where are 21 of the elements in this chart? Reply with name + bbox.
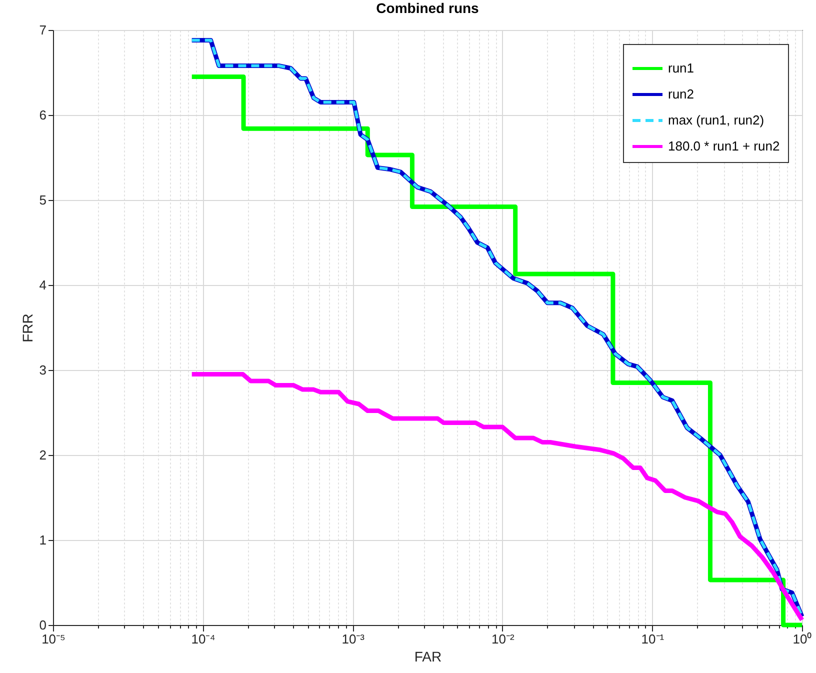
- legend-label: run2: [668, 86, 694, 102]
- x-tick-label: 10⁻⁵: [42, 632, 66, 646]
- y-tick-label: 5: [39, 192, 46, 208]
- y-tick-label: 0: [39, 618, 46, 632]
- y-tick-label: 3: [39, 362, 46, 378]
- y-tick-label: 7: [39, 22, 46, 38]
- x-tick-label: 10⁻¹: [641, 632, 665, 646]
- x-tick-label: 10⁻²: [492, 632, 515, 646]
- x-tick-label: 10⁻³: [342, 632, 366, 646]
- x-tick-label: 10⁻⁴: [191, 632, 216, 646]
- y-tick-label: 6: [39, 108, 46, 122]
- y-axis-title: FRR: [19, 314, 36, 342]
- legend-label: 180.0 * run1 + run2: [668, 138, 780, 154]
- y-tick-label: 4: [39, 278, 46, 292]
- y-tick-label: 2: [39, 448, 46, 462]
- x-axis-title: FAR: [414, 648, 442, 664]
- legend-label: run1: [668, 60, 694, 76]
- legend-label: max (run1, run2): [668, 112, 764, 128]
- chart-title: Combined runs: [376, 0, 480, 16]
- y-tick-label: 1: [39, 532, 46, 548]
- x-tick-label: 10⁰: [792, 632, 812, 646]
